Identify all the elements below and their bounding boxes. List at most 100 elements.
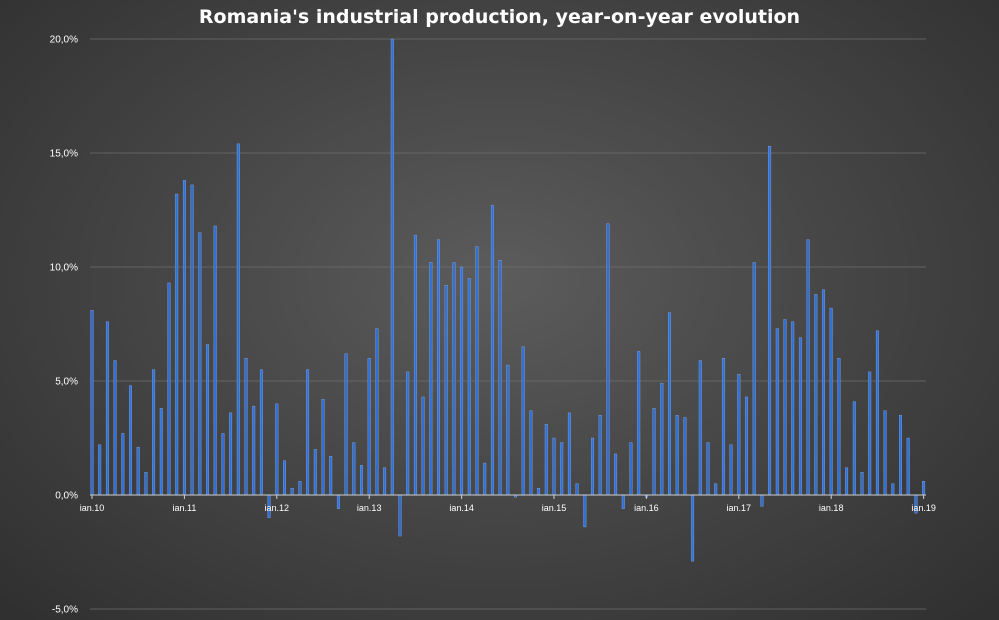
bar [714,483,718,496]
bar [190,184,194,496]
bar [506,364,510,496]
bar [437,239,440,496]
bar [906,437,910,496]
bars [90,38,926,562]
bar [213,225,217,496]
bar [606,223,610,496]
bar [791,321,795,496]
bar [529,410,533,496]
bar [668,312,671,496]
bar [860,472,864,496]
bar [421,396,425,496]
bar [336,494,340,509]
bar [490,205,494,496]
bar [822,289,825,496]
bar [875,330,879,496]
bar [621,494,625,509]
bar [783,319,787,496]
x-tick-label: ian.14 [449,503,474,513]
bar [922,481,926,496]
bar [398,494,402,537]
bar [452,262,456,496]
y-tick-label: 15,0% [50,149,78,160]
bar [745,396,748,496]
bar [852,401,856,496]
bar [806,239,810,496]
bar [306,369,310,496]
bar [521,346,525,496]
bar [259,369,263,496]
bar [352,442,356,496]
bar [252,405,256,496]
bar [706,442,710,496]
bar [244,358,248,496]
bar [221,433,225,496]
bar [144,472,148,496]
x-tick-label: ian.17 [727,503,752,513]
bar [383,467,387,496]
bar [329,456,333,496]
bar [560,442,564,496]
bar [375,328,379,496]
bar [105,321,109,496]
bar [360,465,363,496]
bar [775,328,779,496]
y-tick-label: 10,0% [50,263,78,274]
axes [90,494,926,499]
bar [691,494,695,562]
bar [313,449,317,496]
bar [206,344,209,496]
bar [129,385,132,496]
bar [675,415,679,496]
bar [637,351,641,496]
bar [575,483,579,496]
y-tick-label: -5,0% [52,605,78,616]
bar [883,410,887,496]
x-tick-label: ian.13 [357,503,382,513]
x-tick-label: ian.10 [80,503,105,513]
bar [298,481,302,496]
bar [113,360,117,496]
bar [798,337,802,496]
bar [90,310,94,496]
bar [729,444,733,496]
y-tick-labels: -5,0% 0,0% 5,0% 10,0% 15,0% 20,0% [50,35,78,616]
bar [290,488,294,496]
bar [236,143,240,496]
x-tick-labels: ian.10 ian.11 ian.12 ian.13 ian.14 ian.15 ian.… [80,503,936,513]
bar [698,360,702,496]
bar [629,442,633,496]
y-tick-label: 5,0% [55,377,78,388]
bar [899,415,902,496]
bar [760,494,764,507]
bar [321,399,325,496]
bar [475,246,479,496]
bar [483,462,487,496]
bar [567,412,571,496]
bar [752,262,756,496]
bar [175,193,179,496]
bar [413,234,417,496]
bar [552,437,556,496]
x-tick-label: ian.19 [911,503,936,513]
bar [721,358,725,496]
bar [891,483,895,496]
bar [406,371,410,496]
bar [537,488,541,496]
x-tick-label: ian.12 [265,503,290,513]
bar [460,266,464,496]
bar [121,433,125,496]
bar [467,278,471,496]
bar [768,146,772,496]
bar [598,415,602,496]
bar [159,408,163,496]
bar [390,38,394,496]
bar [498,260,502,496]
bar [182,180,186,496]
bar [837,358,841,496]
bar [583,494,587,528]
bar [737,374,741,496]
y-tick-label: 0,0% [55,491,78,502]
x-tick-label: ian.11 [172,503,196,513]
